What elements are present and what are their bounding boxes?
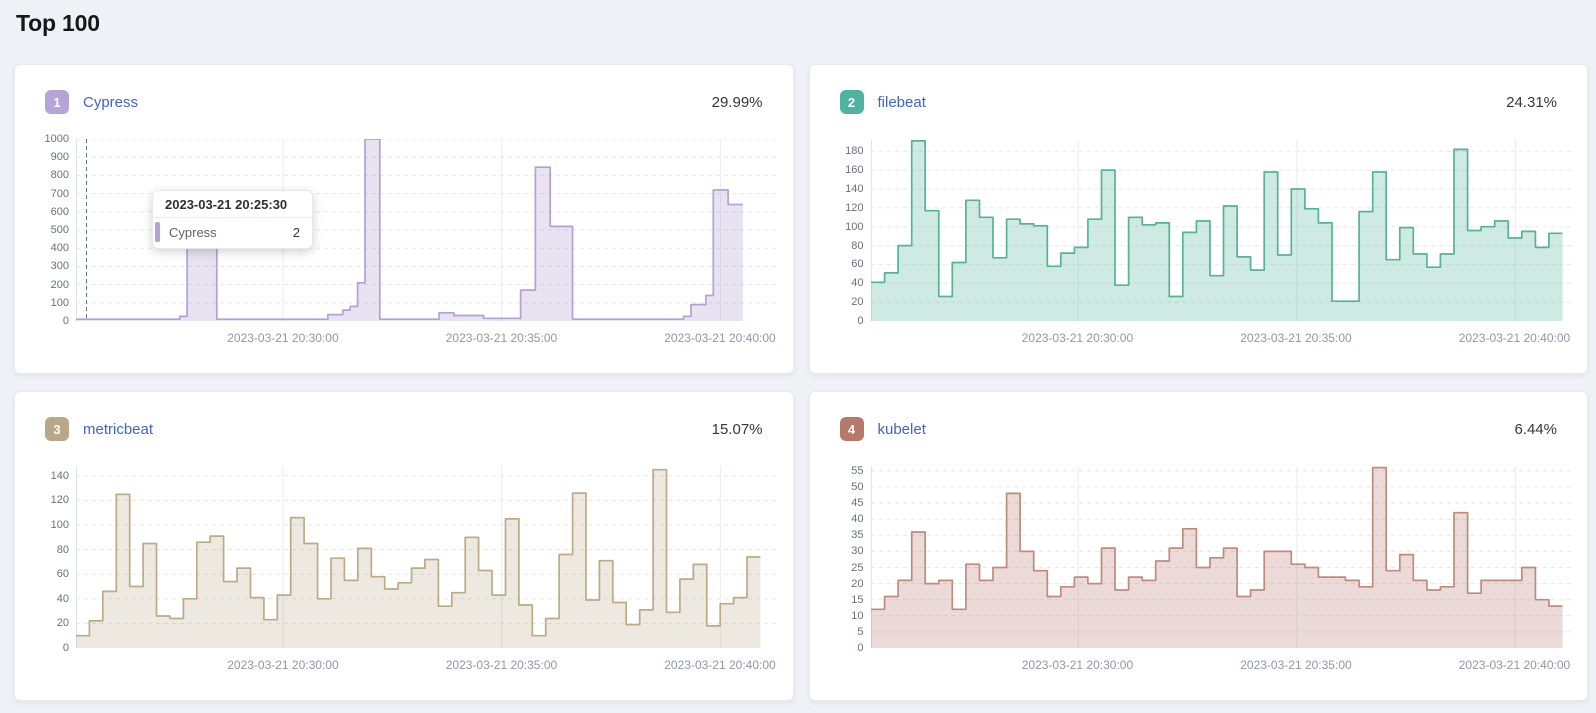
chart-plot-area[interactable] <box>76 466 778 648</box>
x-axis-label: 2023-03-21 20:30:00 <box>1021 331 1134 345</box>
chart-plot-area[interactable] <box>870 466 1573 648</box>
metric-percentage: 29.99% <box>711 93 763 111</box>
metric-panel-4: 4 kubelet 6.44% 0 5 10 15 20 25 30 35 40 45 50 55 2… <box>808 391 1588 701</box>
y-axis-label: 25 <box>851 561 864 574</box>
metric-percentage: 15.07% <box>711 420 763 438</box>
x-axis-label: 2023-03-21 20:35:00 <box>1240 331 1352 345</box>
x-axis-label: 2023-03-21 20:40:00 <box>1458 331 1571 345</box>
y-axis-label: 120 <box>845 201 864 214</box>
chart: 0 20 40 60 80 100 120 140 <box>15 466 778 654</box>
x-axis-label: 2023-03-21 20:30:00 <box>1021 658 1134 672</box>
y-axis-label: 0 <box>857 642 864 654</box>
metric-name-link[interactable]: Cypress <box>83 93 139 111</box>
x-axis: 2023-03-21 20:30:00 2023-03-21 20:35:00 20… <box>76 658 778 674</box>
chart: 0 100 200 300 400 500 600 700 800 900 1000 <box>15 133 778 327</box>
x-axis-label: 2023-03-21 20:30:00 <box>227 331 339 345</box>
y-axis-label: 15 <box>851 593 864 606</box>
y-axis-label: 30 <box>851 545 864 558</box>
page-title: Top 100 <box>16 10 100 36</box>
metric-percentage: 24.31% <box>1506 93 1557 111</box>
metric-name-link[interactable]: metricbeat <box>83 420 154 438</box>
y-axis-label: 200 <box>50 278 69 291</box>
y-axis-label: 80 <box>851 239 864 252</box>
y-axis-label: 800 <box>50 169 69 182</box>
y-axis-label: 1000 <box>44 133 69 145</box>
chart-canvas <box>76 466 778 648</box>
y-axis-label: 40 <box>56 592 69 605</box>
y-axis-label: 20 <box>851 296 864 309</box>
rank-badge: 1 <box>45 90 69 114</box>
chart-plot-area[interactable] <box>870 139 1573 321</box>
y-axis-label: 400 <box>50 242 69 255</box>
x-axis-label: 2023-03-21 20:40:00 <box>1458 658 1571 672</box>
y-axis-label: 180 <box>845 145 864 158</box>
y-axis-label: 50 <box>851 480 864 493</box>
chart-canvas <box>870 139 1573 321</box>
tooltip-timestamp: 2023-03-21 20:25:30 <box>153 191 312 218</box>
y-axis-label: 300 <box>50 260 69 273</box>
y-axis: 0 100 200 300 400 500 600 700 800 900 1000 <box>15 133 76 327</box>
y-axis-label: 600 <box>50 205 69 218</box>
y-axis: 0 5 10 15 20 25 30 35 40 45 50 55 <box>810 464 871 654</box>
y-axis-label: 60 <box>56 568 69 581</box>
panel-header: 1 Cypress 29.99% <box>15 65 793 114</box>
y-axis-label: 80 <box>56 543 69 556</box>
chart: 0 20 40 60 80 100 120 140 160 180 <box>810 139 1573 327</box>
x-axis-label: 2023-03-21 20:35:00 <box>445 331 558 345</box>
y-axis-label: 900 <box>50 151 69 164</box>
y-axis-label: 700 <box>50 187 69 200</box>
y-axis-label: 55 <box>851 464 864 477</box>
chart-tooltip: 2023-03-21 20:25:30 Cypress 2 <box>152 190 313 249</box>
y-axis-label: 40 <box>851 513 864 526</box>
y-axis-label: 140 <box>50 469 69 482</box>
y-axis-label: 500 <box>50 224 69 236</box>
y-axis: 0 20 40 60 80 100 120 140 160 180 <box>810 139 871 327</box>
x-axis-label: 2023-03-21 20:40:00 <box>664 658 776 672</box>
x-axis: 2023-03-21 20:30:00 2023-03-21 20:35:00 20… <box>76 331 778 347</box>
x-axis-label: 2023-03-21 20:30:00 <box>227 658 339 672</box>
y-axis-label: 160 <box>845 164 864 177</box>
x-axis-label: 2023-03-21 20:35:00 <box>1240 658 1352 672</box>
y-axis-label: 45 <box>851 497 864 509</box>
metric-panel-2: 2 filebeat 24.31% 0 20 40 60 80 100 120 140 160 1… <box>808 64 1588 374</box>
rank-badge: 4 <box>839 417 864 441</box>
panel-grid: 1 Cypress 29.99% 0 100 200 300 400 500 600 700 8… <box>14 64 1588 701</box>
panel-header: 2 filebeat 24.31% <box>810 65 1588 114</box>
metric-name-link[interactable]: filebeat <box>877 93 926 111</box>
x-axis-label: 2023-03-21 20:40:00 <box>664 331 776 345</box>
metric-panel-1: 1 Cypress 29.99% 0 100 200 300 400 500 600 700 8… <box>14 64 794 374</box>
y-axis-label: 35 <box>851 529 864 542</box>
y-axis-label: 5 <box>857 625 864 638</box>
y-axis-label: 20 <box>56 617 69 630</box>
y-axis-label: 100 <box>50 296 69 309</box>
y-axis-label: 100 <box>845 220 864 233</box>
panel-header: 3 metricbeat 15.07% <box>15 392 793 441</box>
x-axis: 2023-03-21 20:30:00 2023-03-21 20:35:00 20… <box>871 658 1573 674</box>
metric-name-link[interactable]: kubelet <box>877 420 926 438</box>
chart-canvas <box>870 466 1573 648</box>
rank-badge: 3 <box>45 417 69 441</box>
y-axis-label: 60 <box>851 258 864 271</box>
y-axis-label: 120 <box>50 494 69 507</box>
y-axis-label: 40 <box>851 277 864 290</box>
y-axis-label: 140 <box>845 183 864 195</box>
x-axis-label: 2023-03-21 20:35:00 <box>445 658 558 672</box>
y-axis-label: 20 <box>851 577 864 590</box>
metric-panel-3: 3 metricbeat 15.07% 0 20 40 60 80 100 120 140 2… <box>14 391 794 701</box>
tooltip-series-row: Cypress 2 <box>153 218 312 248</box>
series-color-swatch <box>155 222 160 242</box>
y-axis-label: 0 <box>62 315 69 327</box>
rank-badge: 2 <box>839 90 864 114</box>
y-axis-label: 100 <box>50 519 69 531</box>
x-axis: 2023-03-21 20:30:00 2023-03-21 20:35:00 20… <box>871 331 1573 347</box>
chart: 0 5 10 15 20 25 30 35 40 45 50 55 <box>810 464 1573 654</box>
metric-percentage: 6.44% <box>1514 420 1557 438</box>
y-axis-label: 10 <box>851 609 864 622</box>
y-axis: 0 20 40 60 80 100 120 140 <box>15 466 76 654</box>
tooltip-series-value: 2 <box>292 224 300 240</box>
y-axis-label: 0 <box>857 315 864 327</box>
y-axis-label: 0 <box>62 642 69 654</box>
panel-header: 4 kubelet 6.44% <box>810 392 1588 441</box>
tooltip-series-name: Cypress <box>169 224 217 240</box>
